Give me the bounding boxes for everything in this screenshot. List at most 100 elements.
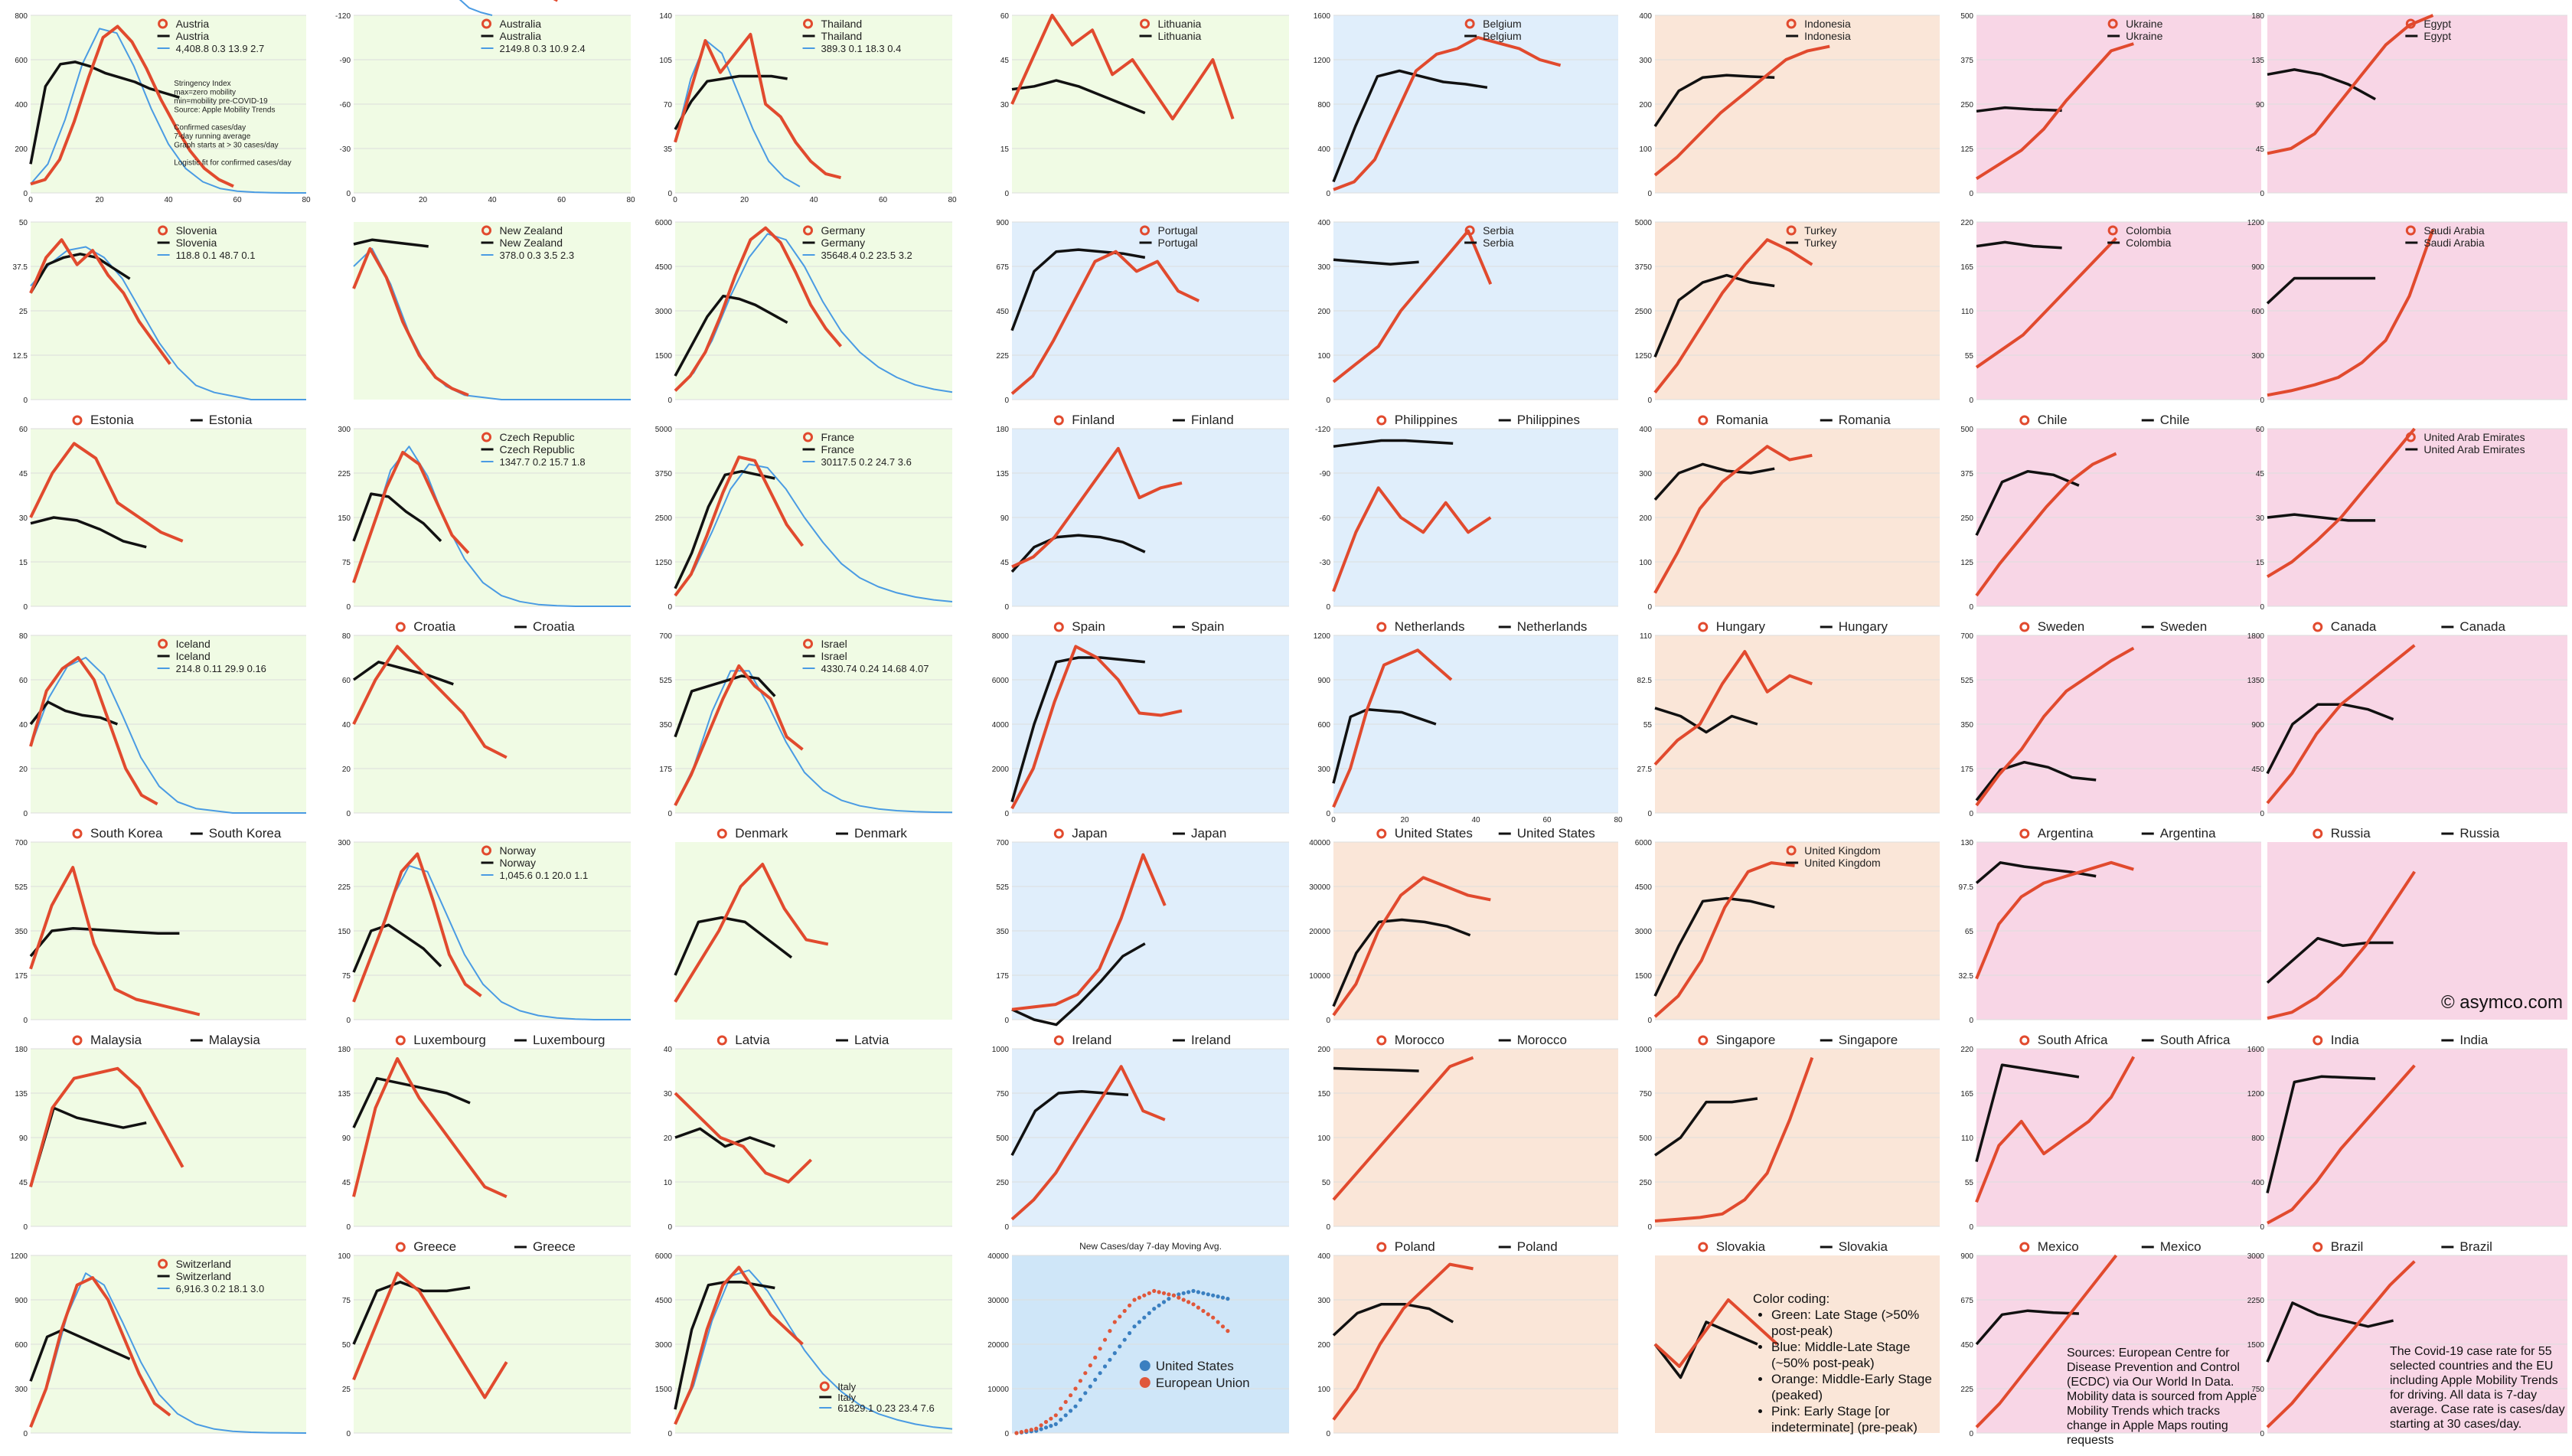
legend-item-mobility: Russia: [2441, 826, 2500, 841]
legend-item-fit: 214.8 0.11 29.9 0.16: [157, 663, 266, 674]
y-tick-label: 0: [1326, 603, 1330, 612]
y-tick-label: 30: [19, 514, 28, 523]
legend-item-cases: South Africa: [2019, 1033, 2108, 1047]
color-coding-title: Color coding:: [1753, 1291, 1830, 1306]
legend-item-cases: Austria: [158, 18, 209, 30]
legend-item-cases: Portugal: [1140, 224, 1198, 237]
y-tick-label: 0: [1647, 397, 1652, 405]
sources-note: Sources: European Centre for Disease Pre…: [2067, 1347, 2257, 1447]
y-tick-label: 20: [664, 1134, 673, 1143]
legend-item-mobility: Chile: [2141, 413, 2190, 427]
y-tick-label: 0: [346, 810, 351, 818]
chart-svg: 0 250 500 750 1000 Ireland Ireland: [992, 1033, 1289, 1232]
legend-label-mobility: Luxembourg: [533, 1033, 605, 1047]
y-tick-label: 225: [338, 883, 351, 892]
cases-line: [1654, 1056, 1814, 1223]
y-tick-label: 180: [15, 1046, 28, 1054]
y-tick-label: 165: [1960, 1090, 1973, 1099]
chart-svg: 0 125 250 375 500 Chile Chile: [1960, 413, 2261, 612]
chart-svg: 0 45 90 135 180 Malaysia Malaysia: [15, 1033, 306, 1232]
x-tick-label: 40: [809, 196, 818, 204]
chart-svg: 0 225 450 675 900 Mexico Mexico: [1960, 1239, 2261, 1438]
cases-line: [1010, 250, 1200, 395]
legend-item-cases: Philippines: [1376, 413, 1457, 427]
legend-label-fit: 30117.5 0.2 24.7 3.6: [821, 456, 912, 468]
austria-note-line: 7-day running average: [174, 132, 251, 141]
color-coding-green: Green: Late Stage (>50% post-peak): [1771, 1307, 1933, 1339]
y-tick-label: 30: [2256, 514, 2265, 523]
data-point: [1093, 1377, 1098, 1382]
legend-item-cases: India: [2313, 1033, 2359, 1047]
y-tick-label: 0: [2260, 603, 2264, 612]
legend-label-cases: Brazil: [2331, 1239, 2364, 1254]
y-tick-label: 2500: [1635, 308, 1653, 316]
y-tick-label: 0: [23, 1430, 28, 1438]
legend-label-cases: Estonia: [90, 413, 134, 427]
legend-label-mobility: Egypt: [2423, 30, 2451, 42]
mobility-line: [1332, 69, 1488, 183]
legend-label-cases: Netherlands: [1395, 619, 1465, 634]
legend-item-mobility: Italy: [819, 1392, 857, 1403]
y-tick-label: 0: [1326, 1223, 1330, 1232]
legend-label-cases: Belgium: [1483, 18, 1522, 30]
legend-item-mobility: Portugal: [1139, 237, 1198, 249]
fit-line: [674, 40, 801, 188]
y-tick-label: 55: [1965, 1179, 1974, 1187]
fit-line: [30, 1272, 307, 1434]
mobility-line: [674, 469, 775, 589]
legend-item-cases: Switzerland: [158, 1258, 231, 1270]
mobility-line: [674, 916, 793, 976]
mobility-line: [1653, 462, 1775, 501]
legend-label-cases: Colombia: [2126, 224, 2171, 237]
y-tick-label: 0: [1004, 1223, 1009, 1232]
mobility-line: [1010, 656, 1145, 802]
chart-panel-estonia: 0 15 30 45 60 Estonia Estonia: [19, 413, 306, 612]
legend-item-cases: France: [803, 431, 855, 443]
legend-item-fit: 1,045.6 0.1 20.0 1.1: [481, 870, 588, 881]
y-tick-label: 105: [659, 57, 672, 65]
y-tick-label: 700: [15, 839, 28, 847]
mobility-line: [352, 923, 442, 973]
legend-label-mobility: Serbia: [1483, 237, 1514, 249]
data-point: [1029, 1428, 1033, 1432]
chart-svg: 0 750 1500 2250 3000 Brazil Brazil: [2247, 1239, 2567, 1438]
legend-item-cases: Ukraine: [2107, 18, 2163, 30]
y-tick-label: 2250: [2247, 1297, 2265, 1305]
data-point: [1132, 1298, 1137, 1302]
legend-item-mobility: Argentina: [2141, 826, 2216, 841]
y-tick-label: 250: [1960, 101, 1973, 109]
legend-item-cases: Finland: [1053, 413, 1115, 427]
legend-item-mobility: Denmark: [835, 826, 907, 841]
legend-label-cases: France: [821, 431, 855, 443]
cases-line: [674, 1092, 812, 1183]
y-tick-label: 5000: [1635, 219, 1653, 227]
y-tick-label: 500: [996, 1134, 1009, 1143]
chart-svg: 0 175 350 525 700 Japan Japan: [996, 826, 1289, 1027]
legend-item-cases: Germany: [803, 224, 865, 237]
mobility-line: [1332, 1303, 1454, 1337]
cases-legend-marker: [72, 415, 83, 426]
data-point: [1196, 1305, 1200, 1310]
mobility-line: [1975, 1063, 2080, 1163]
data-point: [1167, 1292, 1171, 1297]
chart-panel-slovenia: 0 12.5 25 37.5 50 Slovenia Slovenia 118.8 0.1 4…: [13, 219, 306, 405]
cases-legend-marker: [1053, 1035, 1064, 1046]
chart-panel-italy: 0 1500 3000 4500 6000 Italy Italy 61829.1 0.23 …: [655, 1252, 953, 1438]
data-point: [1161, 1291, 1167, 1295]
cases-legend-marker: [2405, 18, 2416, 29]
y-tick-label: 5000: [655, 426, 673, 434]
austria-note-line: Confirmed cases/day: [174, 124, 246, 132]
cases-legend-marker: [1053, 828, 1064, 839]
legend-label-mobility: Lithuania: [1158, 30, 1202, 42]
legend-item-mobility: Indonesia: [1786, 30, 1851, 42]
chart-panel-finland: 0 45 90 135 180 Finland Finland: [996, 413, 1289, 612]
credit-label: © asymco.com: [2440, 992, 2563, 1013]
y-tick-label: 30: [664, 1090, 673, 1099]
legend-label-mobility: France: [821, 443, 855, 455]
y-tick-label: 125: [1960, 145, 1973, 154]
legend-item-fit: 389.3 0.1 18.3 0.4: [802, 43, 901, 54]
